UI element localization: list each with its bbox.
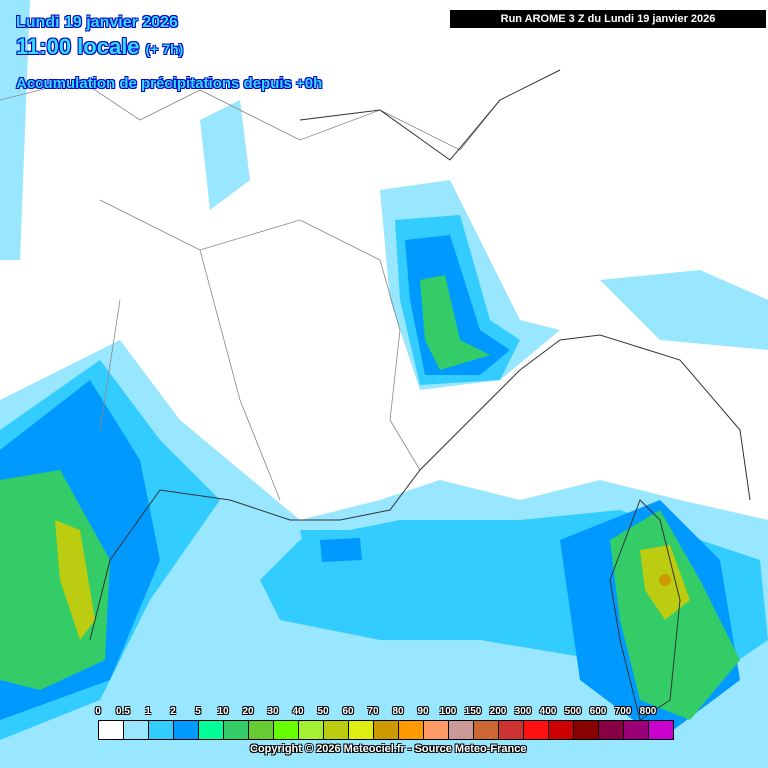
legend-swatch	[649, 721, 673, 739]
legend-tick-label: 300	[514, 706, 532, 717]
legend-tick-label: 150	[464, 706, 482, 717]
legend-swatch	[349, 721, 374, 739]
legend-swatch	[324, 721, 349, 739]
legend-swatch	[199, 721, 224, 739]
legend-swatch	[224, 721, 249, 739]
legend-tick-label: 10	[217, 706, 229, 717]
legend-tick-label: 400	[539, 706, 557, 717]
legend-tick-label: 200	[489, 706, 507, 717]
legend-swatch	[274, 721, 299, 739]
legend-tick-label: 30	[267, 706, 279, 717]
legend-swatch	[374, 721, 399, 739]
legend-tick-label: 800	[639, 706, 657, 717]
legend-swatch	[499, 721, 524, 739]
legend-tick-label: 500	[564, 706, 582, 717]
legend-swatch	[574, 721, 599, 739]
legend-tick-label: 5	[195, 706, 201, 717]
legend-swatch	[149, 721, 174, 739]
legend-swatch	[249, 721, 274, 739]
legend-swatch	[174, 721, 199, 739]
legend-swatch	[524, 721, 549, 739]
forecast-date: Lundi 19 janvier 2026	[16, 14, 178, 31]
run-info: Run AROME 3 Z du Lundi 19 janvier 2026	[450, 10, 766, 28]
legend-tick-label: 600	[589, 706, 607, 717]
legend-swatch	[624, 721, 649, 739]
legend-tick-label: 1	[145, 706, 151, 717]
legend-tick-label: 20	[242, 706, 254, 717]
legend-swatch	[399, 721, 424, 739]
copyright: Copyright © 2026 Meteociel.fr - Source M…	[250, 743, 527, 755]
legend-tick-label: 2	[170, 706, 176, 717]
precip-max-corsica	[659, 574, 671, 586]
legend-tick-label: 80	[392, 706, 404, 717]
legend-swatch	[424, 721, 449, 739]
legend-tick-label: 700	[614, 706, 632, 717]
forecast-time: 11:00 locale (+ 7h)	[16, 34, 183, 60]
legend-swatch	[474, 721, 499, 739]
legend-tick-label: 70	[367, 706, 379, 717]
color-legend	[98, 720, 674, 740]
legend-swatch	[599, 721, 624, 739]
product-title: Accumulation de précipitations depuis +0…	[16, 75, 323, 92]
borders	[0, 79, 501, 501]
legend-swatch	[99, 721, 124, 739]
local-time: 11:00 locale	[16, 34, 140, 59]
legend-swatch	[449, 721, 474, 739]
legend-tick-label: 0.5	[116, 706, 130, 717]
legend-ticks: 0 0.5 1 2 5 10 20 30 40 50 60 70 80 90 100 150 200 300 400…	[88, 706, 688, 720]
legend-tick-label: 90	[417, 706, 429, 717]
legend-tick-label: 50	[317, 706, 329, 717]
coastline	[89, 69, 751, 721]
lead-time: (+ 7h)	[145, 41, 184, 57]
legend-tick-label: 40	[292, 706, 304, 717]
legend-swatch	[549, 721, 574, 739]
legend-tick-label: 0	[95, 706, 101, 717]
legend-swatch	[124, 721, 149, 739]
legend-tick-label: 60	[342, 706, 354, 717]
legend-swatch	[299, 721, 324, 739]
legend-tick-label: 100	[439, 706, 457, 717]
